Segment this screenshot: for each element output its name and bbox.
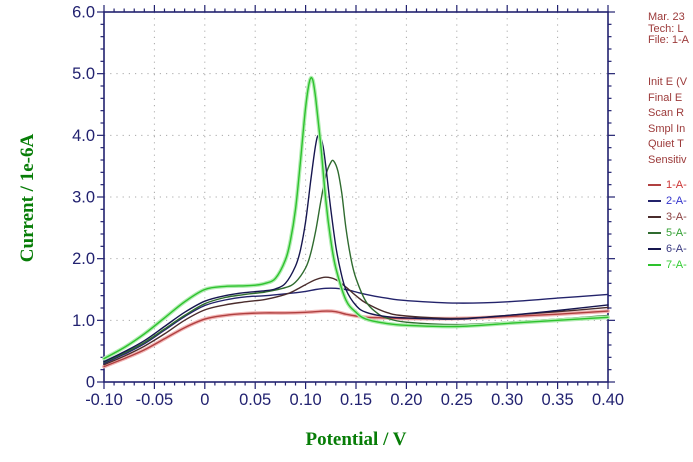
legend-label: 5-A- bbox=[666, 226, 687, 239]
x-tick-label: 0.20 bbox=[390, 391, 422, 409]
info-param-line: Scan R bbox=[648, 107, 685, 120]
curve-6-A- bbox=[103, 134, 609, 363]
y-tick-label: 6.0 bbox=[72, 4, 95, 22]
info-header-line: File: 1-A bbox=[648, 34, 689, 47]
x-tick-label: 0.10 bbox=[290, 391, 322, 409]
x-tick-label: -0.05 bbox=[136, 391, 174, 409]
legend-label: 7-A- bbox=[666, 258, 687, 271]
x-tick-label: 0.15 bbox=[340, 391, 372, 409]
y-tick-label: 1.0 bbox=[72, 312, 95, 330]
y-tick-label: 3.0 bbox=[72, 189, 95, 207]
legend-line-sample bbox=[648, 232, 661, 234]
legend-line-sample bbox=[648, 184, 661, 186]
legend-item: 5-A- bbox=[648, 225, 693, 241]
curve-2-A- bbox=[103, 287, 609, 365]
info-header-line: Tech: L bbox=[648, 22, 684, 35]
x-axis-title: Potential / V bbox=[305, 429, 407, 450]
x-tick-label: -0.10 bbox=[85, 391, 123, 409]
x-tick-label: 0.30 bbox=[491, 391, 523, 409]
info-param-line: Smpl In bbox=[648, 122, 686, 135]
x-tick-label: 0.05 bbox=[239, 391, 271, 409]
info-header-block: Mar. 23 Tech: L File: 1-A bbox=[648, 11, 693, 47]
legend-line-sample bbox=[648, 248, 661, 250]
legend-label: 2-A- bbox=[666, 194, 687, 207]
legend-item: 1-A- bbox=[648, 177, 693, 193]
y-tick-label: 0 bbox=[86, 374, 95, 392]
x-tick-label: 0 bbox=[200, 391, 209, 409]
legend-label: 1-A- bbox=[666, 178, 687, 191]
curve-7-A- bbox=[103, 76, 609, 360]
info-param-line: Init E (V bbox=[648, 76, 688, 88]
plot-frame bbox=[103, 11, 609, 383]
legend-item: 2-A- bbox=[648, 193, 693, 209]
legend-line-sample bbox=[648, 264, 661, 266]
info-param-line: Sensitiv bbox=[648, 153, 687, 166]
legend-label: 6-A- bbox=[666, 242, 687, 255]
x-tick-label: 0.25 bbox=[441, 391, 473, 409]
legend-line-sample bbox=[648, 200, 661, 202]
info-params-block: Init E (V Final E Scan R Smpl In Quiet T Sens… bbox=[648, 75, 693, 169]
y-tick-label: 2.0 bbox=[72, 250, 95, 268]
legend-item: 7-A- bbox=[648, 257, 693, 273]
y-tick-label: 5.0 bbox=[72, 65, 95, 83]
legend-item: 6-A- bbox=[648, 241, 693, 257]
x-tick-label: 0.35 bbox=[542, 391, 574, 409]
x-tick-label: 0.40 bbox=[592, 391, 624, 409]
curve-5-A- bbox=[103, 159, 609, 363]
info-header-line: Mar. 23 bbox=[648, 11, 685, 23]
info-param-line: Quiet T bbox=[648, 138, 684, 151]
curve-3-A- bbox=[103, 276, 609, 366]
info-param-line: Final E bbox=[648, 91, 683, 104]
legend: 1-A- 2-A- 3-A- 5-A- 6-A- 7-A- bbox=[648, 177, 693, 273]
legend-line-sample bbox=[648, 216, 661, 218]
legend-label: 3-A- bbox=[666, 210, 687, 223]
y-tick-label: 4.0 bbox=[72, 127, 95, 145]
y-axis-title: Current / 1e-6A bbox=[17, 133, 38, 263]
legend-item: 3-A- bbox=[648, 209, 693, 225]
